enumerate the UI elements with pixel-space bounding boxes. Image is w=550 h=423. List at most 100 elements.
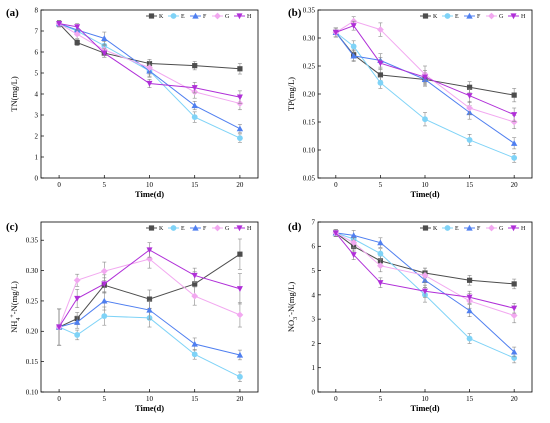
legend-marker-K	[422, 13, 429, 19]
legend-label-F: F	[203, 226, 207, 232]
y-axis-label: NO3--N(mg/L)	[286, 282, 299, 332]
data-point-E	[237, 135, 243, 142]
legend-label-G: G	[499, 14, 504, 20]
y-tick-label: 0.25	[26, 297, 39, 305]
x-axis-label: Time(d)	[135, 189, 164, 199]
data-point-K	[237, 66, 243, 72]
data-point-G	[100, 267, 108, 275]
y-tick-label: 1	[35, 153, 39, 161]
legend-label-G: G	[499, 226, 504, 232]
y-axis-label: TP(mg/L)	[286, 77, 296, 111]
y-tick-label: 0	[312, 388, 316, 396]
legend-label-H: H	[521, 226, 526, 232]
data-point-H	[377, 280, 384, 286]
data-point-F	[350, 52, 357, 59]
chart-panel-1: (b) 0.05 0.10 0.15 0.20 0.25 0.30 0.35 0 5 10 15 20 T…	[286, 6, 533, 199]
data-point-E	[191, 351, 198, 358]
data-point-H	[191, 272, 198, 279]
data-point-K	[511, 92, 517, 98]
data-point-K	[237, 251, 243, 257]
data-point-H	[146, 80, 153, 87]
y-tick-label: 8	[35, 6, 39, 14]
series-line-H	[58, 23, 241, 98]
y-tick-label: 0.25	[303, 62, 316, 70]
legend-label-H: H	[247, 226, 252, 232]
x-tick-label: 15	[191, 395, 199, 403]
data-point-K	[511, 281, 517, 287]
legend-marker-F	[192, 12, 199, 19]
data-point-E	[74, 332, 81, 338]
y-tick-label: 0.30	[26, 267, 39, 275]
data-point-H	[74, 24, 81, 30]
data-point-K	[146, 296, 153, 302]
legend-label-F: F	[477, 14, 481, 20]
data-point-E	[466, 335, 473, 342]
legend-label-K: K	[433, 14, 438, 20]
x-axis-label: Time(d)	[410, 189, 439, 199]
series-E	[332, 27, 518, 163]
legend-marker-G	[214, 12, 221, 20]
x-tick-label: 10	[146, 181, 154, 189]
legend-label-K: K	[159, 14, 164, 20]
data-point-H	[350, 252, 357, 258]
y-tick-label: 5	[35, 69, 39, 77]
legend-marker-K	[422, 225, 429, 231]
data-point-K	[377, 72, 384, 78]
series-line-F	[58, 23, 241, 130]
y-tick-label: 0.20	[26, 328, 39, 336]
data-point-G	[377, 262, 384, 270]
data-point-G	[73, 30, 81, 38]
data-point-H	[146, 247, 153, 254]
series-line-K	[335, 32, 515, 96]
data-point-E	[101, 313, 108, 320]
legend-marker-F	[466, 224, 473, 231]
legend-label-E: E	[455, 226, 459, 232]
x-tick-label: 10	[146, 395, 154, 403]
y-tick-label: 2	[312, 340, 316, 348]
y-tick-label: 0.35	[26, 237, 39, 245]
x-tick-label: 15	[466, 395, 474, 403]
y-tick-label: 0.15	[303, 118, 316, 126]
data-point-K	[466, 84, 473, 90]
panel-label: (c)	[6, 221, 19, 233]
y-tick-label: 2	[35, 132, 39, 140]
y-tick-label: 0.20	[303, 90, 316, 98]
legend-marker-G	[214, 224, 221, 232]
data-point-F	[191, 340, 198, 347]
data-point-E	[377, 250, 384, 257]
data-point-G	[191, 292, 199, 300]
data-point-H	[377, 60, 384, 67]
series-line-F	[58, 300, 241, 356]
x-tick-label: 20	[511, 181, 519, 189]
x-tick-label: 15	[466, 181, 474, 189]
legend-marker-K	[148, 225, 155, 231]
data-point-F	[236, 125, 244, 132]
data-point-G	[510, 312, 518, 319]
data-point-F	[191, 102, 198, 109]
legend-marker-H	[236, 13, 243, 20]
legend-label-F: F	[203, 14, 207, 20]
data-point-H	[466, 294, 473, 301]
y-tick-label: 0.30	[303, 34, 316, 42]
data-point-H	[422, 74, 428, 81]
y-tick-label: 6	[35, 48, 39, 56]
data-point-H	[236, 94, 243, 101]
series-line-G	[58, 258, 241, 328]
x-tick-label: 0	[57, 395, 61, 403]
y-tick-label: 0.15	[26, 358, 39, 366]
data-point-H	[236, 286, 243, 292]
data-point-H	[332, 230, 339, 237]
data-point-H	[56, 324, 63, 331]
panel-label: (d)	[288, 221, 302, 233]
data-point-H	[101, 50, 108, 57]
data-point-F	[377, 239, 384, 246]
data-point-F	[101, 35, 108, 41]
y-axis-label: NH4+-N(mg/L)	[9, 281, 22, 333]
series-line-H	[58, 249, 241, 328]
series-line-E	[335, 232, 515, 359]
legend-marker-E	[444, 13, 451, 19]
panel-label: (b)	[288, 7, 302, 19]
legend-marker-F	[192, 224, 199, 231]
